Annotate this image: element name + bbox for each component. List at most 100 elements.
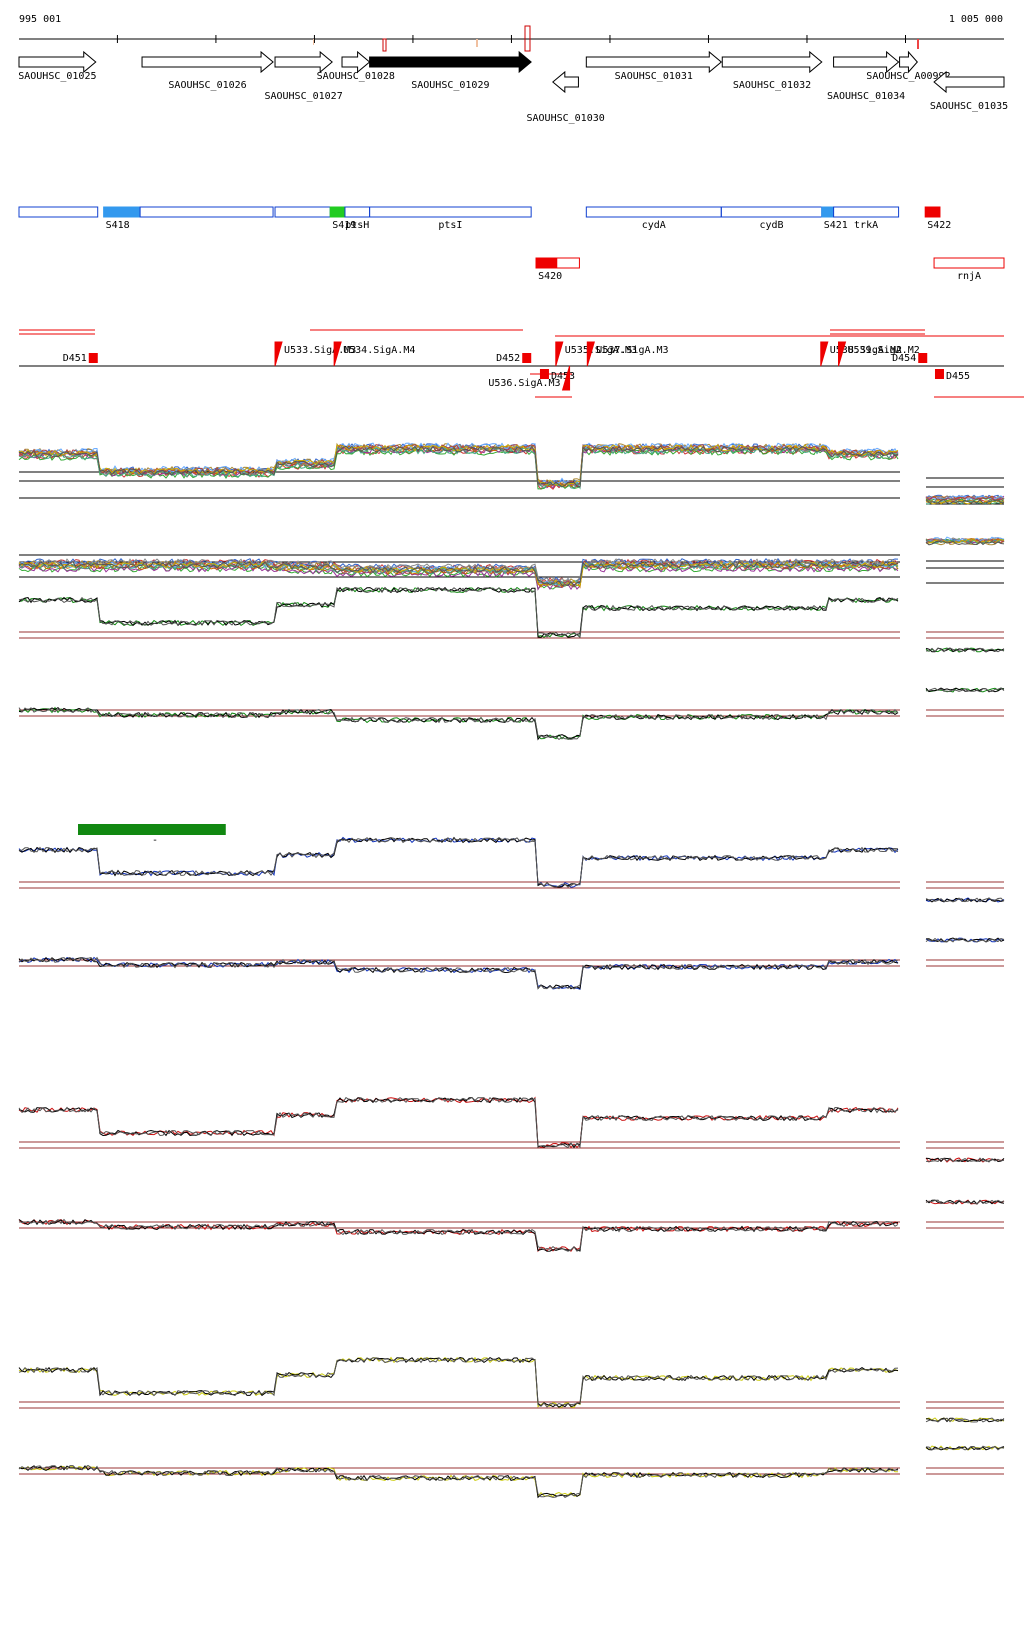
feature-label: U534.SigA.M4	[343, 345, 415, 356]
promoter-marker[interactable]	[555, 341, 564, 367]
gene-arrow[interactable]	[18, 50, 97, 74]
promoter-marker[interactable]	[586, 341, 595, 367]
feature-marker[interactable]	[539, 369, 549, 379]
expression-trace	[18, 447, 899, 490]
expression-trace	[18, 1218, 899, 1252]
expression-trace	[925, 498, 1005, 504]
segment-label: cydB	[759, 220, 783, 231]
gene-label: SAOUHSC_01035	[930, 101, 1008, 112]
segment-bar[interactable]	[821, 206, 835, 218]
expression-trace	[925, 1157, 1005, 1163]
gene-label: SAOUHSC_01029	[411, 80, 489, 91]
expression-trace	[18, 586, 899, 638]
expression-trace	[18, 1219, 899, 1253]
gene-arrow[interactable]	[933, 70, 1005, 94]
feature-label: D452	[496, 353, 520, 364]
expression-trace	[18, 444, 899, 487]
gene-arrow[interactable]	[552, 70, 579, 94]
axis-marker	[524, 25, 531, 52]
gene-arrow[interactable]	[721, 50, 823, 74]
gene-arrow[interactable]	[341, 50, 371, 74]
expression-trace	[18, 956, 899, 990]
gene-arrow[interactable]	[585, 50, 723, 74]
axis-ticks	[116, 35, 906, 43]
gene-track: SAOUHSC_01025 SAOUHSC_01026 SAOUHSC_01027 S…	[18, 50, 1008, 124]
expression-trace	[18, 1356, 899, 1408]
expression-trace	[925, 647, 1005, 653]
promoter-marker[interactable]	[333, 341, 342, 367]
feature-marker[interactable]	[88, 353, 98, 363]
segment-label: trkA	[854, 220, 878, 231]
segment-bar[interactable]	[369, 206, 532, 218]
feature-marker[interactable]	[522, 353, 532, 363]
promoter-marker[interactable]	[838, 341, 847, 367]
expression-panel	[18, 586, 1005, 741]
feature-label: U538.SigA.M2	[830, 345, 902, 356]
expression-trace	[18, 707, 899, 741]
gene-arrow[interactable]	[369, 50, 532, 74]
gene-arrow[interactable]	[141, 50, 274, 74]
expression-trace	[18, 1464, 899, 1499]
coordinate-axis: 995 001 1 005 000	[19, 14, 1004, 52]
segment-bar[interactable]	[833, 206, 900, 218]
expression-trace	[18, 560, 899, 587]
expression-trace	[18, 445, 899, 488]
segment-label: ptsI	[438, 220, 462, 231]
feature-label: U539.SigA.M2	[848, 345, 920, 356]
segment-bar[interactable]	[535, 257, 558, 269]
expression-panel	[18, 1356, 1005, 1499]
segment-bar[interactable]	[720, 206, 823, 218]
promoter-marker[interactable]	[561, 365, 571, 391]
segment-label: S419	[332, 220, 356, 231]
expression-trace	[925, 1199, 1005, 1205]
expression-trace	[925, 937, 1005, 943]
gene-label: SAOUHSC_01031	[615, 71, 693, 82]
expression-panel	[18, 836, 1005, 990]
gene-arrow[interactable]	[833, 50, 900, 74]
expression-trace	[925, 499, 1005, 505]
expression-trace	[18, 1465, 899, 1498]
gene-label: SAOUHSC_01034	[827, 91, 905, 102]
expression-trace	[18, 836, 899, 888]
gene-arrow[interactable]	[274, 50, 333, 74]
gene-arrow[interactable]	[899, 50, 918, 74]
expression-trace	[18, 586, 899, 639]
expression-trace	[18, 443, 899, 487]
expression-trace	[18, 956, 899, 990]
feature-marker[interactable]	[918, 353, 928, 363]
gene-label: SAOUHSC_01026	[168, 80, 246, 91]
segment-label: S422	[927, 220, 951, 231]
segment-label: ptsH	[345, 220, 369, 231]
segment-bar[interactable]	[924, 206, 941, 218]
segment-bar[interactable]	[139, 206, 274, 218]
segment-bar[interactable]	[933, 257, 1005, 269]
promoter-marker[interactable]	[274, 341, 283, 367]
segment-bar[interactable]	[344, 206, 371, 218]
expression-trace	[18, 565, 899, 591]
segment-label: S420	[538, 271, 562, 282]
feature-label: U533.SigA.M3	[284, 345, 356, 356]
axis-end-label: 1 005 000	[949, 14, 1003, 25]
segment-bar[interactable]	[585, 206, 722, 218]
expression-trace	[18, 706, 899, 741]
expression-trace	[18, 558, 899, 584]
feature-label: U535.SigA.M3	[565, 345, 637, 356]
scale-bar-rect	[78, 824, 226, 835]
gene-label: SAOUHSC_01032	[733, 80, 811, 91]
gene-label: SAOUHSC_01027	[264, 91, 342, 102]
expression-tracks	[18, 586, 1005, 1499]
expression-trace	[18, 1356, 899, 1409]
axis-marker	[917, 39, 919, 49]
promoter-marker[interactable]	[820, 341, 829, 367]
axis-marker	[382, 38, 387, 52]
segment-bar[interactable]	[18, 206, 99, 218]
segment-bar[interactable]	[329, 206, 346, 218]
expression-trace	[18, 1219, 899, 1252]
feature-marker[interactable]	[934, 369, 944, 379]
segment-bar[interactable]	[103, 206, 141, 218]
segment-bar[interactable]	[274, 206, 331, 218]
expression-trace	[18, 706, 898, 740]
expression-trace	[925, 1417, 1005, 1423]
expression-trace	[925, 687, 1005, 693]
